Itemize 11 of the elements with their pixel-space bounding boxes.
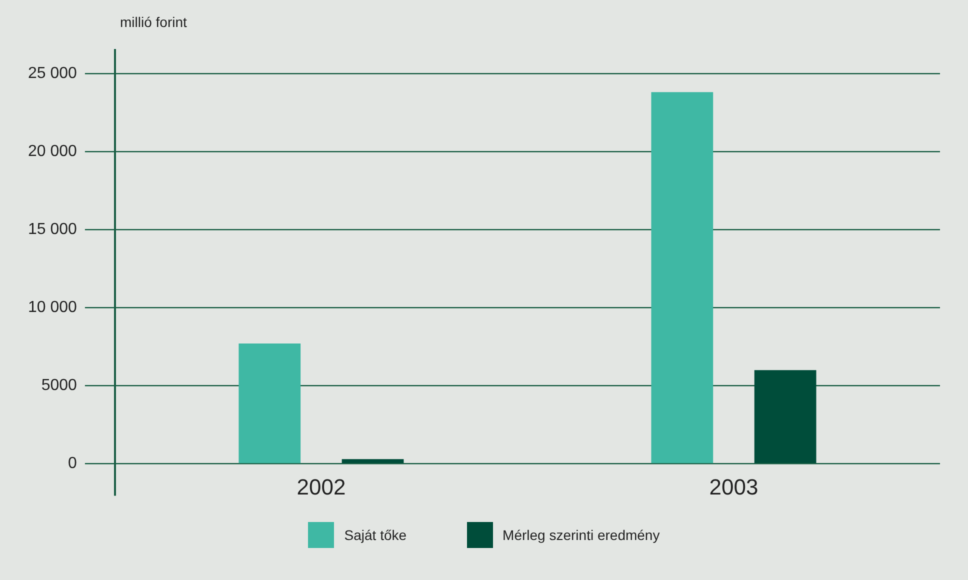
x-tick-label: 2003 [709, 474, 758, 500]
y-tick-label: 5000 [41, 377, 78, 394]
legend-label: Saját tőke [344, 527, 407, 543]
y-tick-label: 15 000 [28, 220, 78, 238]
x-tick-label: 2002 [296, 474, 346, 500]
y-tick-label: 20 000 [28, 142, 78, 160]
y-tick-label: 25 000 [28, 64, 78, 82]
y-tick-label: 0 [68, 455, 78, 472]
legend-label: Mérleg szerinti eredmény [502, 527, 660, 543]
y-tick-label: 10 000 [28, 299, 78, 316]
y-axis-title: millió forint [120, 14, 187, 30]
